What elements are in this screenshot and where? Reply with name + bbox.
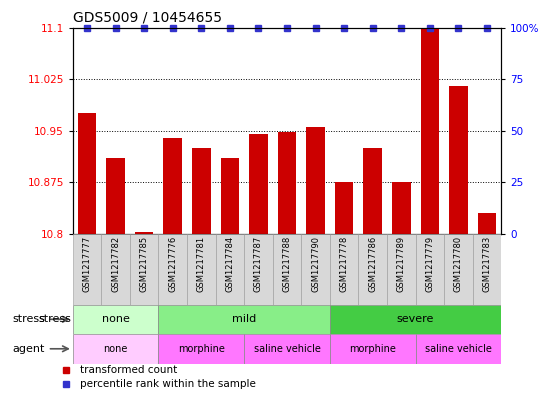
Bar	[421, 28, 439, 234]
Bar	[301, 234, 330, 305]
Text: GSM1217778: GSM1217778	[339, 236, 349, 292]
Bar	[73, 234, 101, 305]
Text: GSM1217782: GSM1217782	[111, 236, 120, 292]
Bar	[473, 234, 501, 305]
Bar	[416, 334, 501, 364]
Bar	[106, 158, 125, 234]
Bar	[249, 134, 268, 234]
Text: GSM1217777: GSM1217777	[82, 236, 92, 292]
Bar	[416, 234, 444, 305]
Bar	[216, 234, 244, 305]
Text: GSM1217779: GSM1217779	[425, 236, 435, 292]
Text: GSM1217780: GSM1217780	[454, 236, 463, 292]
Text: GSM1217784: GSM1217784	[225, 236, 235, 292]
Bar	[330, 234, 358, 305]
Text: saline vehicle: saline vehicle	[254, 344, 320, 354]
Text: GSM1217776: GSM1217776	[168, 236, 178, 292]
Bar	[158, 234, 187, 305]
Bar	[158, 334, 244, 364]
Bar	[363, 148, 382, 234]
Text: transformed count: transformed count	[80, 365, 177, 375]
Bar	[73, 305, 158, 334]
Bar	[392, 182, 410, 234]
Text: GDS5009 / 10454655: GDS5009 / 10454655	[73, 11, 222, 25]
Text: GSM1217787: GSM1217787	[254, 236, 263, 292]
Bar	[330, 305, 501, 334]
Bar	[449, 86, 468, 234]
Text: none: none	[104, 344, 128, 354]
Text: GSM1217789: GSM1217789	[396, 236, 406, 292]
Text: stress: stress	[39, 314, 72, 324]
Text: GSM1217785: GSM1217785	[139, 236, 149, 292]
Bar	[387, 234, 416, 305]
Bar	[330, 334, 416, 364]
Text: GSM1217783: GSM1217783	[482, 236, 492, 292]
Bar	[358, 234, 387, 305]
Text: GSM1217781: GSM1217781	[197, 236, 206, 292]
Text: mild: mild	[232, 314, 256, 324]
Bar	[244, 334, 330, 364]
Bar	[158, 305, 330, 334]
Bar	[444, 234, 473, 305]
Text: GSM1217790: GSM1217790	[311, 236, 320, 292]
Bar	[73, 334, 158, 364]
Bar	[187, 234, 216, 305]
Text: saline vehicle: saline vehicle	[425, 344, 492, 354]
Bar	[278, 132, 296, 234]
Text: severe: severe	[397, 314, 434, 324]
Text: agent: agent	[12, 344, 45, 354]
Bar	[164, 138, 182, 234]
Bar	[192, 148, 211, 234]
Text: GSM1217788: GSM1217788	[282, 236, 292, 292]
Bar	[101, 234, 130, 305]
Bar	[135, 232, 153, 234]
Bar	[244, 234, 273, 305]
Bar	[130, 234, 158, 305]
Text: none: none	[102, 314, 129, 324]
Bar	[78, 114, 96, 234]
Bar	[478, 213, 496, 234]
Bar	[273, 234, 301, 305]
Text: GSM1217786: GSM1217786	[368, 236, 377, 292]
Bar	[306, 127, 325, 234]
Text: stress: stress	[12, 314, 45, 324]
Text: morphine: morphine	[178, 344, 225, 354]
Bar	[221, 158, 239, 234]
Bar	[335, 182, 353, 234]
Text: percentile rank within the sample: percentile rank within the sample	[80, 379, 255, 389]
Text: morphine: morphine	[349, 344, 396, 354]
